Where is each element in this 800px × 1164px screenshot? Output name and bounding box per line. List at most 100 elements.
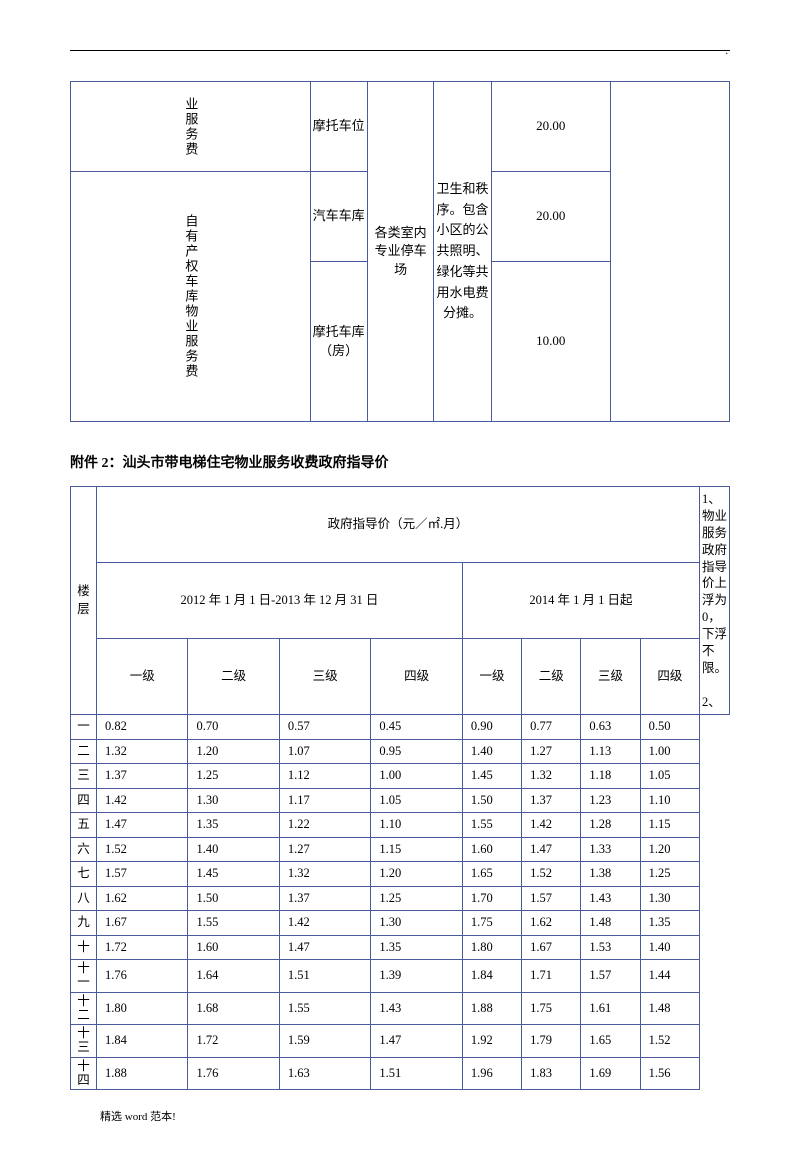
t2-l-a1: 一级	[97, 639, 188, 715]
t2-cell: 0.82	[97, 715, 188, 740]
t2-cell: 1.80	[97, 992, 188, 1025]
t2-floor: 三	[71, 764, 97, 789]
t2-cell: 1.42	[97, 788, 188, 813]
t2-cell: 1.15	[640, 813, 699, 838]
t2-l-b1: 一级	[462, 639, 521, 715]
t2-cell: 1.57	[522, 886, 581, 911]
t2-floor: 二	[71, 739, 97, 764]
t2-cell: 1.40	[640, 935, 699, 960]
t2-cell: 1.92	[462, 1025, 521, 1058]
t2-cell: 1.65	[462, 862, 521, 887]
t1-desc: 卫生和秩序。包含小区的公共照明、绿化等共用水电费分摊。	[434, 82, 491, 422]
t2-cell: 1.84	[97, 1025, 188, 1058]
t2-cell: 0.63	[581, 715, 640, 740]
t2-cell: 1.52	[97, 837, 188, 862]
t2-cell: 1.33	[581, 837, 640, 862]
t2-l-a3: 三级	[279, 639, 370, 715]
t2-cell: 1.64	[188, 960, 279, 993]
t2-cell: 1.68	[188, 992, 279, 1025]
t2-cell: 1.79	[522, 1025, 581, 1058]
t2-cell: 1.13	[581, 739, 640, 764]
t2-cell: 1.38	[581, 862, 640, 887]
t2-cell: 1.05	[640, 764, 699, 789]
t2-cell: 1.35	[640, 911, 699, 936]
t2-cell: 1.52	[640, 1025, 699, 1058]
t2-cell: 1.48	[640, 992, 699, 1025]
t1-price-2: 20.00	[491, 172, 610, 262]
t2-cell: 1.57	[581, 960, 640, 993]
top-rule	[70, 50, 730, 51]
t2-cell: 1.50	[188, 886, 279, 911]
t2-cell: 1.63	[279, 1057, 370, 1090]
t2-h-period1: 2012 年 1 月 1 日-2013 年 12 月 31 日	[97, 563, 463, 639]
t2-cell: 1.80	[462, 935, 521, 960]
t2-cell: 1.52	[522, 862, 581, 887]
t2-cell: 1.50	[462, 788, 521, 813]
t2-cell: 1.62	[97, 886, 188, 911]
t2-cell: 1.55	[462, 813, 521, 838]
t1-item-1: 摩托车位	[310, 82, 367, 172]
t2-cell: 0.95	[371, 739, 463, 764]
t2-l-b2: 二级	[522, 639, 581, 715]
t2-cell: 1.76	[188, 1057, 279, 1090]
t2-cell: 1.69	[581, 1057, 640, 1090]
t1-item-3: 摩托车库（房）	[310, 262, 367, 422]
t2-cell: 1.30	[640, 886, 699, 911]
t2-cell: 1.71	[522, 960, 581, 993]
t2-cell: 1.59	[279, 1025, 370, 1058]
t2-cell: 1.15	[371, 837, 463, 862]
t2-cell: 1.83	[522, 1057, 581, 1090]
t2-cell: 1.75	[462, 911, 521, 936]
t2-cell: 1.56	[640, 1057, 699, 1090]
t2-cell: 1.07	[279, 739, 370, 764]
t2-cell: 1.42	[522, 813, 581, 838]
t2-cell: 1.53	[581, 935, 640, 960]
t2-cell: 1.75	[522, 992, 581, 1025]
t2-cell: 1.25	[188, 764, 279, 789]
t2-cell: 1.40	[462, 739, 521, 764]
t2-cell: 1.27	[522, 739, 581, 764]
t2-cell: 1.18	[581, 764, 640, 789]
t2-cell: 1.48	[581, 911, 640, 936]
t2-cell: 1.67	[97, 911, 188, 936]
t2-cell: 1.96	[462, 1057, 521, 1090]
t2-cell: 1.65	[581, 1025, 640, 1058]
t2-floor: 一	[71, 715, 97, 740]
t2-cell: 1.25	[371, 886, 463, 911]
t2-cell: 1.10	[640, 788, 699, 813]
t2-cell: 1.28	[581, 813, 640, 838]
t2-cell: 1.60	[462, 837, 521, 862]
t1-blank	[610, 82, 729, 422]
t2-cell: 1.32	[97, 739, 188, 764]
t2-cell: 1.20	[188, 739, 279, 764]
t2-cell: 1.37	[522, 788, 581, 813]
t2-cell: 1.37	[279, 886, 370, 911]
parking-fee-table: 业服务费 摩托车位 各类室内专业停车场 卫生和秩序。包含小区的公共照明、绿化等共…	[70, 81, 730, 422]
t2-cell: 1.25	[640, 862, 699, 887]
t2-cell: 1.35	[371, 935, 463, 960]
t2-cell: 1.27	[279, 837, 370, 862]
t2-cell: 1.40	[188, 837, 279, 862]
t2-cell: 1.10	[371, 813, 463, 838]
t2-cell: 1.88	[462, 992, 521, 1025]
t2-cell: 1.22	[279, 813, 370, 838]
t2-cell: 1.70	[462, 886, 521, 911]
t2-cell: 1.05	[371, 788, 463, 813]
t2-cell: 1.84	[462, 960, 521, 993]
t2-cell: 1.47	[371, 1025, 463, 1058]
t2-cell: 1.72	[188, 1025, 279, 1058]
t2-cell: 1.62	[522, 911, 581, 936]
t2-floor: 七	[71, 862, 97, 887]
t2-cell: 1.45	[462, 764, 521, 789]
t2-cell: 1.12	[279, 764, 370, 789]
t2-floor: 九	[71, 911, 97, 936]
t2-cell: 0.50	[640, 715, 699, 740]
t2-cell: 1.20	[640, 837, 699, 862]
t2-cell: 1.51	[371, 1057, 463, 1090]
t2-cell: 1.43	[581, 886, 640, 911]
t2-cell: 1.57	[97, 862, 188, 887]
t2-cell: 1.72	[97, 935, 188, 960]
top-dot: .	[726, 46, 729, 57]
t2-cell: 1.43	[371, 992, 463, 1025]
page: . 业服务费 摩托车位 各类室内专业停车场 卫生和秩序。包含小区的公共照明、绿化…	[0, 0, 800, 1164]
